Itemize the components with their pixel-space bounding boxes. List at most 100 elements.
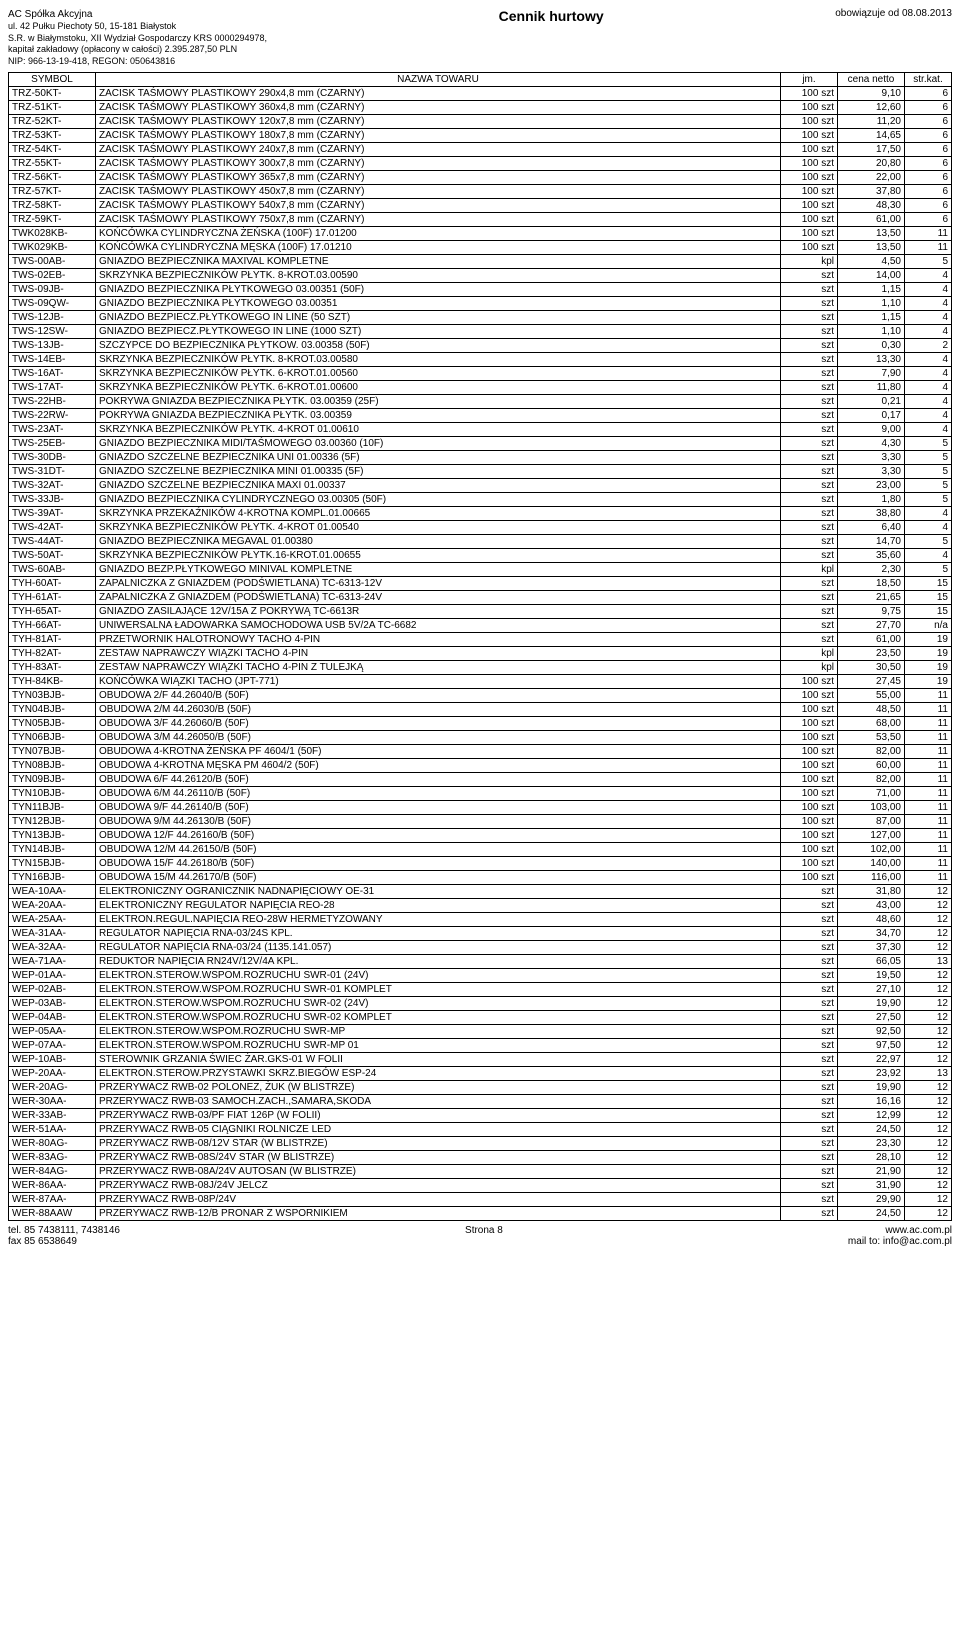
table-cell: 17,50	[838, 142, 905, 156]
table-cell: 19	[905, 646, 952, 660]
table-cell: 6	[905, 170, 952, 184]
table-cell: WER-30AA-	[9, 1094, 96, 1108]
table-cell: 19	[905, 674, 952, 688]
table-cell: 12	[905, 1010, 952, 1024]
table-cell: WEP-01AA-	[9, 968, 96, 982]
table-cell: szt	[781, 1192, 838, 1206]
table-cell: PRZERYWACZ RWB-08S/24V STAR (W BLISTRZE)	[96, 1150, 781, 1164]
table-cell: 60,00	[838, 758, 905, 772]
table-cell: 21,65	[838, 590, 905, 604]
table-cell: WER-51AA-	[9, 1122, 96, 1136]
table-cell: ZACISK TAŚMOWY PLASTIKOWY 360x4,8 mm (CZ…	[96, 100, 781, 114]
table-cell: 1,10	[838, 324, 905, 338]
table-cell: 100 szt	[781, 870, 838, 884]
table-cell: szt	[781, 1178, 838, 1192]
table-cell: OBUDOWA 4-KROTNA MĘSKA PM 4604/2 (50F)	[96, 758, 781, 772]
table-cell: GNIAZDO BEZP.PŁYTKOWEGO MINIVAL KOMPLETN…	[96, 562, 781, 576]
table-row: WER-33AB-PRZERYWACZ RWB-03/PF FIAT 126P …	[9, 1108, 952, 1122]
table-cell: 28,10	[838, 1150, 905, 1164]
table-cell: 100 szt	[781, 730, 838, 744]
table-cell: 48,30	[838, 198, 905, 212]
table-cell: SKRZYNKA BEZPIECZNIKÓW PŁYTK. 4-KROT 01.…	[96, 520, 781, 534]
table-cell: TRZ-55KT-	[9, 156, 96, 170]
table-row: TWS-09JB-GNIAZDO BEZPIECZNIKA PŁYTKOWEGO…	[9, 282, 952, 296]
table-cell: ZACISK TAŚMOWY PLASTIKOWY 290x4,8 mm (CZ…	[96, 86, 781, 100]
table-cell: 11	[905, 744, 952, 758]
table-cell: TWS-14EB-	[9, 352, 96, 366]
table-cell: STEROWNIK GRZANIA ŚWIEC ŻAR.GKS-01 W FOL…	[96, 1052, 781, 1066]
col-header-symbol: SYMBOL	[9, 72, 96, 86]
table-cell: 4	[905, 366, 952, 380]
table-cell: 100 szt	[781, 198, 838, 212]
table-cell: GNIAZDO BEZPIECZNIKA PŁYTKOWEGO 03.00351…	[96, 282, 781, 296]
table-row: WER-84AG-PRZERYWACZ RWB-08A/24V AUTOSAN …	[9, 1164, 952, 1178]
table-cell: 4	[905, 520, 952, 534]
table-cell: 37,80	[838, 184, 905, 198]
table-row: TYH-84KB-KOŃCÓWKA WIĄZKI TACHO (JPT-771)…	[9, 674, 952, 688]
table-cell: 27,70	[838, 618, 905, 632]
table-cell: n/a	[905, 618, 952, 632]
table-cell: PRZERYWACZ RWB-08A/24V AUTOSAN (W BLISTR…	[96, 1164, 781, 1178]
table-cell: 11	[905, 758, 952, 772]
table-cell: 19,50	[838, 968, 905, 982]
table-cell: 100 szt	[781, 170, 838, 184]
table-cell: TYN14BJB-	[9, 842, 96, 856]
table-cell: TWS-50AT-	[9, 548, 96, 562]
table-cell: WER-86AA-	[9, 1178, 96, 1192]
table-cell: WEP-03AB-	[9, 996, 96, 1010]
table-row: TYN16BJB-OBUDOWA 15/M 44.26170/B (50F)10…	[9, 870, 952, 884]
table-row: TWS-23AT-SKRZYNKA BEZPIECZNIKÓW PŁYTK. 4…	[9, 422, 952, 436]
table-cell: szt	[781, 1066, 838, 1080]
table-row: TRZ-52KT-ZACISK TAŚMOWY PLASTIKOWY 120x7…	[9, 114, 952, 128]
table-cell: 12	[905, 996, 952, 1010]
table-cell: 100 szt	[781, 156, 838, 170]
table-cell: PRZERYWACZ RWB-08/12V STAR (W BLISTRZE)	[96, 1136, 781, 1150]
table-cell: 20,80	[838, 156, 905, 170]
table-cell: 12	[905, 1108, 952, 1122]
table-cell: WER-83AG-	[9, 1150, 96, 1164]
table-cell: 6	[905, 114, 952, 128]
table-row: TYH-83AT-ZESTAW NAPRAWCZY WIĄZKI TACHO 4…	[9, 660, 952, 674]
table-cell: szt	[781, 394, 838, 408]
table-cell: ZACISK TAŚMOWY PLASTIKOWY 540x7,8 mm (CZ…	[96, 198, 781, 212]
table-cell: 27,50	[838, 1010, 905, 1024]
table-cell: 48,50	[838, 702, 905, 716]
table-row: TRZ-54KT-ZACISK TAŚMOWY PLASTIKOWY 240x7…	[9, 142, 952, 156]
table-cell: ZACISK TAŚMOWY PLASTIKOWY 300x7,8 mm (CZ…	[96, 156, 781, 170]
table-cell: 14,70	[838, 534, 905, 548]
table-row: TWS-02EB-SKRZYNKA BEZPIECZNIKÓW PŁYTK. 8…	[9, 268, 952, 282]
table-cell: 4	[905, 296, 952, 310]
table-cell: PRZETWORNIK HALOTRONOWY TACHO 4-PIN	[96, 632, 781, 646]
table-cell: TYH-83AT-	[9, 660, 96, 674]
table-cell: 13,30	[838, 352, 905, 366]
table-cell: 11	[905, 814, 952, 828]
table-cell: 18,50	[838, 576, 905, 590]
table-cell: 12,99	[838, 1108, 905, 1122]
table-cell: TWS-39AT-	[9, 506, 96, 520]
table-row: WEP-04AB-ELEKTRON.STEROW.WSPOM.ROZRUCHU …	[9, 1010, 952, 1024]
table-row: TYH-82AT-ZESTAW NAPRAWCZY WIĄZKI TACHO 4…	[9, 646, 952, 660]
table-cell: ELEKTRON.REGUL.NAPIĘCIA REO-28W HERMETYZ…	[96, 912, 781, 926]
table-cell: KOŃCÓWKA CYLINDRYCZNA MĘSKA (100F) 17.01…	[96, 240, 781, 254]
table-cell: 19	[905, 632, 952, 646]
table-row: WER-87AA-PRZERYWACZ RWB-08P/24Vszt29,901…	[9, 1192, 952, 1206]
table-cell: 35,60	[838, 548, 905, 562]
table-cell: 71,00	[838, 786, 905, 800]
table-cell: TWS-02EB-	[9, 268, 96, 282]
table-cell: TRZ-52KT-	[9, 114, 96, 128]
table-cell: TWK029KB-	[9, 240, 96, 254]
col-header-price: cena netto	[838, 72, 905, 86]
table-cell: szt	[781, 632, 838, 646]
table-cell: TWS-30DB-	[9, 450, 96, 464]
table-cell: 11	[905, 870, 952, 884]
company-info: AC Spółka Akcyjna ul. 42 Pułku Piechoty …	[8, 8, 267, 68]
table-row: TYH-81AT-PRZETWORNIK HALOTRONOWY TACHO 4…	[9, 632, 952, 646]
table-cell: GNIAZDO BEZPIECZNIKA MAXIVAL KOMPLETNE	[96, 254, 781, 268]
table-cell: TYN16BJB-	[9, 870, 96, 884]
table-cell: 15	[905, 604, 952, 618]
table-row: TWS-42AT-SKRZYNKA BEZPIECZNIKÓW PŁYTK. 4…	[9, 520, 952, 534]
footer-tel: tel. 85 7438111, 7438146	[8, 1225, 120, 1236]
table-row: TRZ-55KT-ZACISK TAŚMOWY PLASTIKOWY 300x7…	[9, 156, 952, 170]
table-cell: 140,00	[838, 856, 905, 870]
table-cell: szt	[781, 436, 838, 450]
